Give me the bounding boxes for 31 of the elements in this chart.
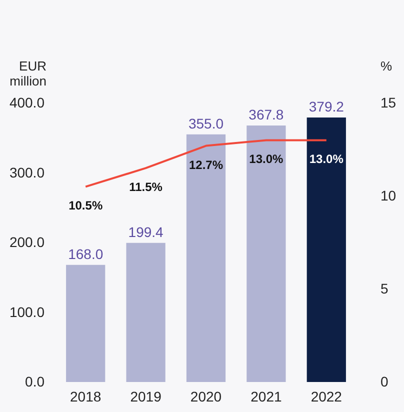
bar [306, 118, 346, 382]
data-label: 13.0% [309, 152, 344, 166]
data-label: 379.2 [308, 98, 344, 115]
y-tick-label: 300.0 [9, 164, 45, 180]
y-tick-label: 200.0 [9, 234, 45, 250]
y-tick-label: 0.0 [25, 374, 45, 390]
data-label: 168.0 [68, 246, 104, 262]
x-tick-label: 2021 [250, 388, 282, 404]
y2-tick-label: 15 [380, 94, 396, 110]
x-tick-label: 2022 [310, 388, 342, 404]
x-tick-label: 2020 [190, 388, 222, 404]
data-label: 367.8 [248, 106, 284, 122]
data-label: 10.5% [68, 198, 103, 213]
bar [246, 125, 286, 382]
data-label: 12.7% [188, 158, 224, 172]
data-label: 11.5% [129, 180, 163, 194]
y2-tick-label: 0 [380, 374, 388, 390]
y-tick-label: 100.0 [9, 304, 45, 320]
data-label: 355.0 [188, 115, 224, 132]
bar [66, 264, 106, 382]
x-tick-label: 2019 [130, 388, 162, 404]
y-tick-label: 400.0 [9, 94, 45, 110]
bar [186, 134, 226, 382]
data-label: 199.4 [128, 224, 164, 240]
y2-tick-label: 10 [380, 188, 396, 204]
bar [126, 242, 166, 382]
y-axis-title: EUR million [10, 58, 46, 88]
data-label: 13.0% [249, 152, 284, 166]
y2-tick-label: 5 [380, 280, 388, 296]
y2-axis-title: % [380, 58, 392, 74]
x-tick-label: 2018 [70, 388, 102, 404]
